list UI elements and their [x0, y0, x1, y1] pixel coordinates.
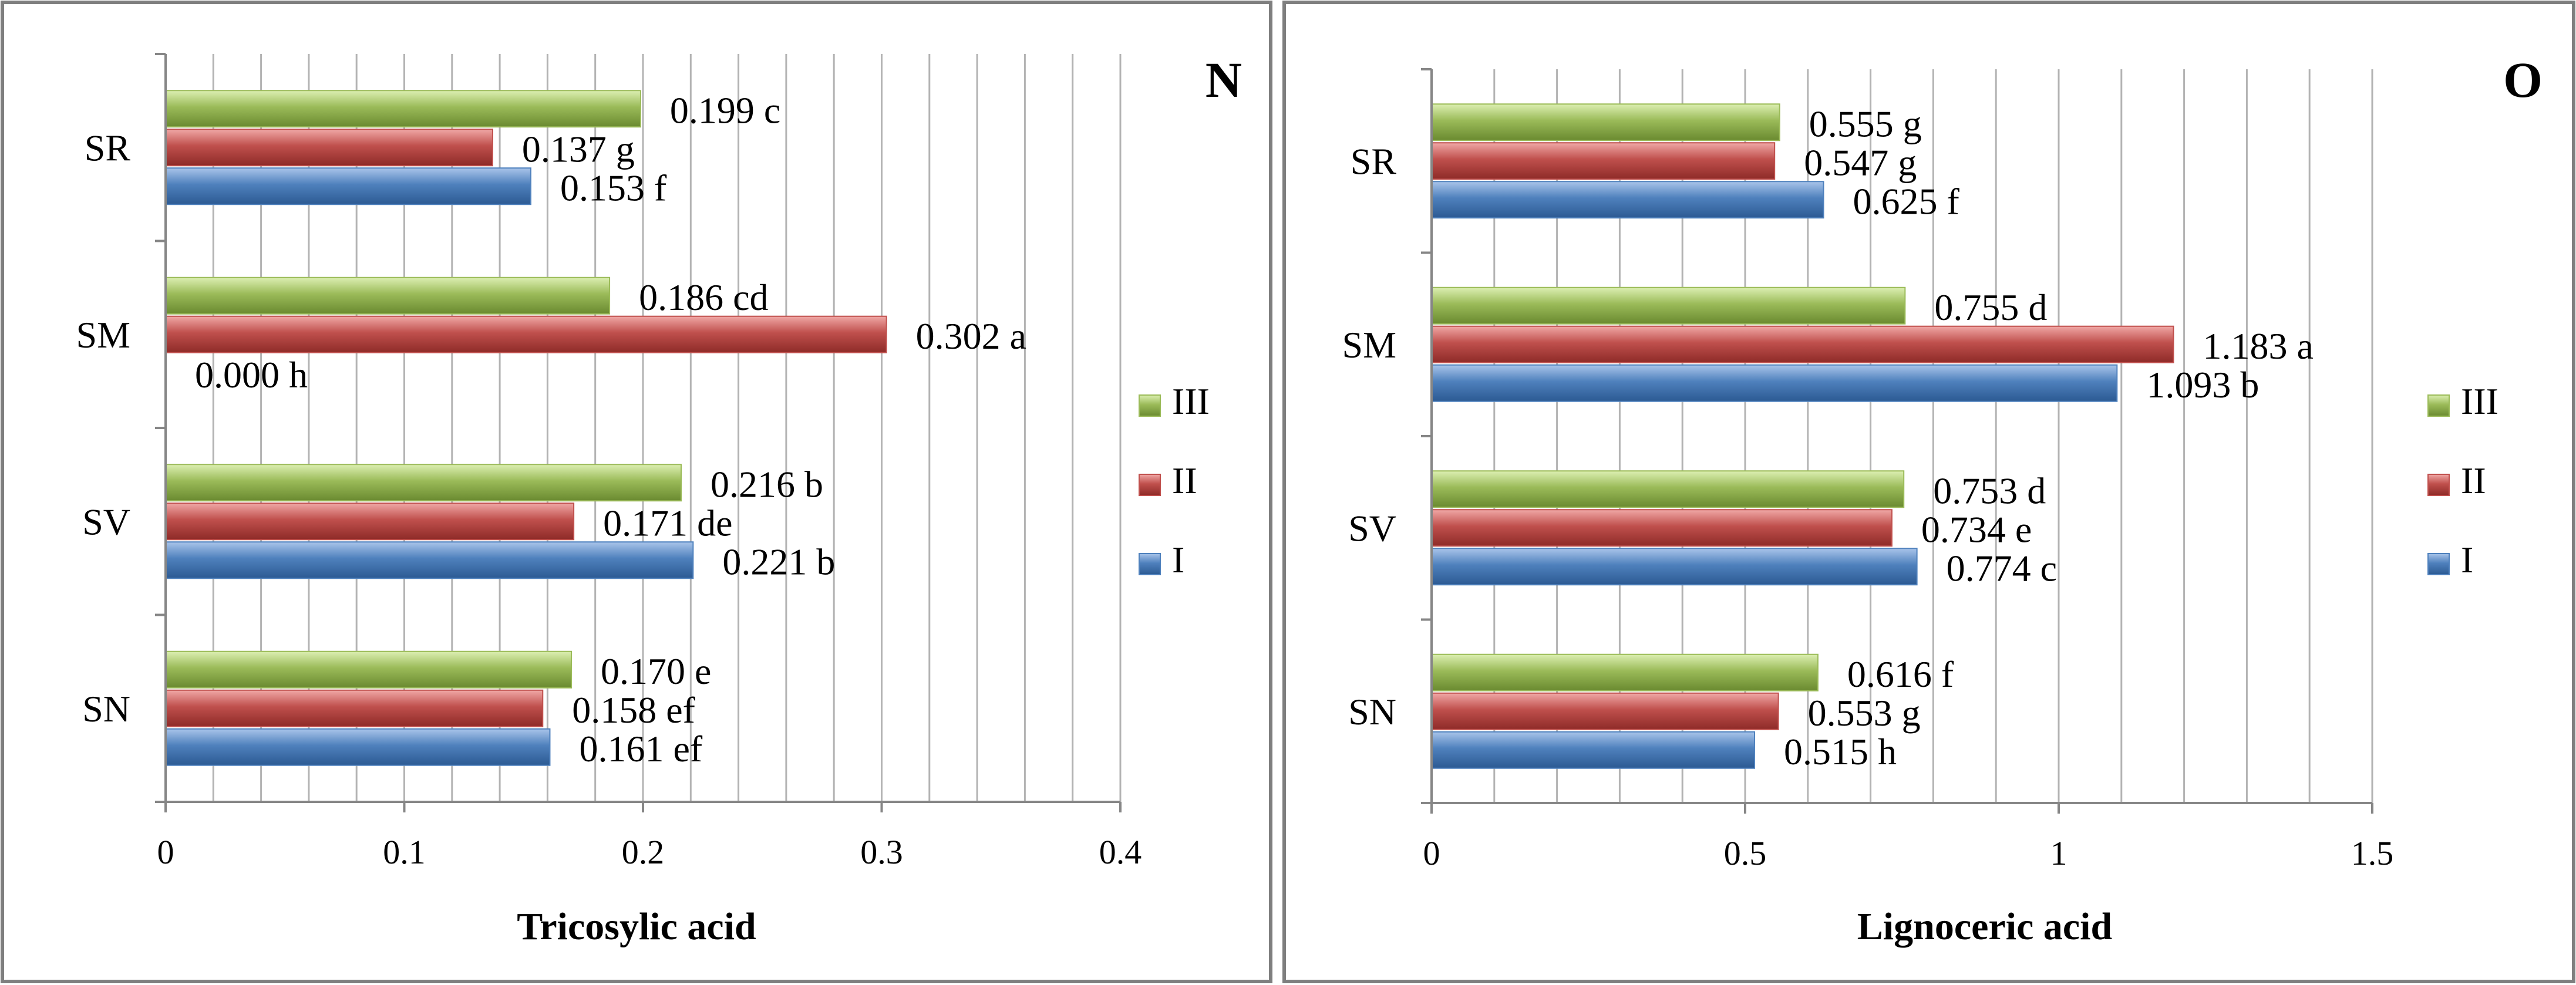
- data-label: 0.199 c: [670, 89, 780, 131]
- x-tick-label: 0: [1423, 834, 1440, 872]
- data-label: 0.753 d: [1933, 470, 2046, 511]
- bar-I-sv: [165, 541, 694, 579]
- bar-I-sr: [1431, 181, 1824, 219]
- bar-I-sr: [165, 167, 531, 205]
- x-tick-label: 1.5: [2351, 834, 2394, 872]
- data-label: 0.186 cd: [639, 276, 768, 318]
- data-label: 0.515 h: [1784, 731, 1897, 773]
- bar-II-sr: [1431, 142, 1776, 180]
- category-label-sv: SV: [1348, 507, 1396, 549]
- category-label-sm: SM: [76, 314, 131, 356]
- legend-label-II: II: [2461, 460, 2486, 501]
- x-tick-label: 0.4: [1099, 833, 1142, 871]
- category-label-sm: SM: [1342, 324, 1397, 366]
- data-label: 0.625 f: [1853, 180, 1960, 222]
- data-label: 0.170 e: [601, 650, 711, 692]
- category-label-sn: SN: [1348, 691, 1396, 733]
- bar-III-sn: [1431, 653, 1819, 691]
- data-label: 0.158 ef: [572, 689, 695, 731]
- bar-I-sn: [1431, 731, 1756, 769]
- data-labels: 0.170 e0.158 ef0.161 ef0.216 b0.171 de0.…: [195, 89, 1026, 770]
- bar-I-sv: [1431, 548, 1918, 586]
- panel-letter: N: [1205, 52, 1242, 108]
- bar-III-sm: [1431, 286, 1906, 325]
- data-label: 0.616 f: [1847, 653, 1954, 695]
- data-label: 1.093 b: [2146, 364, 2259, 406]
- legend-label-II: II: [1172, 460, 1197, 501]
- x-tick-label: 1: [2050, 834, 2067, 872]
- data-label: 0.547 g: [1804, 141, 1917, 183]
- x-tick-label: 0: [157, 833, 174, 871]
- bar-II-sm: [165, 315, 887, 353]
- x-tick-label: 0.3: [860, 833, 903, 871]
- legend-label-III: III: [2461, 380, 2498, 422]
- category-label-sn: SN: [82, 688, 130, 730]
- data-label: 0.216 b: [710, 463, 823, 505]
- bar-III-sv: [1431, 470, 1905, 508]
- category-label-sr: SR: [85, 127, 131, 168]
- bar-III-sm: [165, 276, 611, 315]
- x-axis-title: Lignoceric acid: [1857, 905, 2112, 948]
- bars: [165, 90, 887, 766]
- bar-II-sr: [165, 129, 493, 167]
- data-label: 1.183 a: [2203, 325, 2313, 367]
- bar-II-sm: [1431, 325, 2174, 363]
- data-label: 0.221 b: [722, 541, 835, 582]
- bar-II-sv: [1431, 509, 1893, 547]
- legend-label-III: III: [1172, 380, 1210, 422]
- data-label: 0.000 h: [195, 354, 308, 396]
- legend-swatch-II: [2427, 474, 2450, 496]
- data-label: 0.555 g: [1809, 103, 1922, 144]
- data-labels: 0.616 f0.553 g0.515 h 0.753 d0.734 e0.774…: [1784, 103, 2314, 773]
- legend-swatch-III: [1139, 394, 1161, 417]
- data-label: 0.553 g: [1808, 692, 1921, 734]
- axes: SN SV SM SR 0 0.5 1 1.5: [1342, 68, 2394, 872]
- category-label-sv: SV: [82, 501, 130, 542]
- legend-label-I: I: [2461, 539, 2473, 581]
- data-label: 0.302 a: [916, 315, 1026, 357]
- data-label: 0.171 de: [603, 502, 732, 544]
- data-label: 0.774 c: [1947, 547, 2057, 589]
- data-label: 0.153 f: [560, 167, 667, 208]
- x-tick-label: 0.2: [622, 833, 665, 871]
- bar-II-sn: [1431, 692, 1779, 730]
- bar-II-sv: [165, 502, 575, 541]
- bar-I-sn: [165, 728, 551, 766]
- legend-swatch-III: [2427, 394, 2450, 417]
- bar-II-sn: [165, 689, 544, 727]
- panel-letter: O: [2503, 52, 2543, 108]
- axes: SN SV SM SR 0 0.1 0.2 0.3 0.4: [76, 53, 1142, 871]
- bar-III-sr: [1431, 103, 1780, 141]
- x-axis-title: Tricosylic acid: [517, 905, 756, 948]
- data-label: 0.755 d: [1934, 286, 2047, 328]
- bar-III-sr: [165, 90, 641, 128]
- bar-III-sv: [165, 464, 682, 502]
- legend-swatch-I: [2427, 553, 2450, 575]
- bar-III-sn: [165, 650, 573, 689]
- data-label: 0.137 g: [522, 128, 635, 170]
- data-label: 0.161 ef: [579, 728, 702, 770]
- legend-label-I: I: [1172, 539, 1184, 581]
- data-label: 0.734 e: [1921, 508, 2032, 550]
- legend-swatch-II: [1139, 474, 1161, 496]
- x-tick-label: 0.1: [383, 833, 426, 871]
- bar-I-sm: [1431, 364, 2118, 402]
- x-tick-label: 0.5: [1724, 834, 1767, 872]
- legend-swatch-I: [1139, 553, 1161, 575]
- category-label-sr: SR: [1351, 140, 1397, 182]
